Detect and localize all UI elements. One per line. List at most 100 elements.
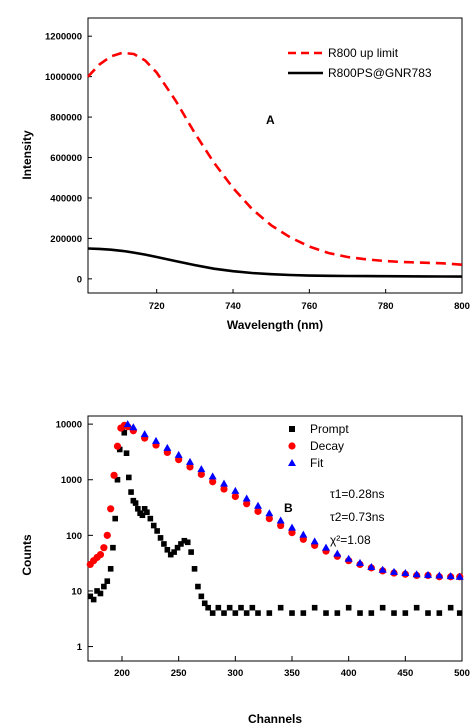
- data-point-prompt: [232, 610, 239, 616]
- data-point-decay: [100, 544, 108, 552]
- data-point-fit: [186, 457, 194, 465]
- data-point-prompt: [201, 600, 208, 607]
- panel-a-y-tick-label: 800000: [50, 113, 82, 124]
- panel-a-y-tick-label: 400000: [50, 193, 82, 204]
- data-point-prompt: [181, 537, 188, 544]
- data-point-fit: [242, 494, 251, 502]
- data-point-prompt: [184, 539, 191, 546]
- data-point-fit: [435, 571, 444, 579]
- panel-b-x-tick-label: 250: [171, 668, 187, 679]
- data-point-fit: [401, 569, 410, 577]
- panel-b-y-ticks: 1 10 100 1000 10000: [56, 420, 93, 653]
- data-point-prompt: [107, 566, 114, 572]
- data-point-prompt: [157, 535, 164, 541]
- data-point-prompt: [97, 590, 104, 597]
- data-point-prompt: [191, 566, 198, 572]
- data-point-prompt: [425, 610, 431, 616]
- panel-a-y-tick-label: 1000000: [45, 72, 82, 83]
- data-point-prompt: [334, 610, 341, 616]
- data-point-prompt: [167, 551, 174, 558]
- data-point-prompt: [123, 450, 130, 457]
- panel-b-x-axis-label: Channels: [248, 712, 302, 726]
- data-point-prompt: [226, 604, 233, 611]
- data-point-decay: [96, 551, 105, 559]
- data-point-prompt: [139, 512, 146, 519]
- data-point-prompt: [311, 604, 318, 611]
- legend-label-prompt: Prompt: [310, 422, 349, 436]
- data-point-fit: [276, 516, 285, 524]
- panel-b-label: B: [284, 501, 293, 515]
- legend-label-r800ps-gnr783: R800PS@GNR783: [328, 66, 432, 80]
- annotation-tau2: τ2=0.73ns: [330, 510, 384, 524]
- data-point-fit: [310, 537, 319, 545]
- panel-b-x-ticks: 200 250 300 350 400 450 500: [114, 656, 470, 679]
- panel-b-y-tick-label: 100: [66, 531, 82, 542]
- legend-marker-prompt: [289, 426, 295, 432]
- data-point-decay: [231, 492, 239, 501]
- data-point-prompt: [128, 489, 134, 495]
- data-point-prompt: [379, 604, 386, 611]
- panel-a-x-tick-label: 760: [301, 301, 317, 312]
- data-point-fit: [140, 430, 149, 438]
- data-point-fit: [197, 465, 206, 473]
- data-point-decay: [103, 531, 111, 539]
- panel-b-x-tick-label: 300: [227, 668, 243, 679]
- series-line-r800-up-limit: [87, 51, 463, 266]
- panel-a-x-ticks: 720 740 760 780 800: [149, 289, 470, 312]
- data-point-prompt: [116, 446, 123, 453]
- panel-a-y-tick-label: 1200000: [45, 32, 82, 43]
- data-point-decay: [288, 529, 296, 537]
- data-point-prompt: [198, 593, 205, 600]
- data-point-prompt: [357, 610, 363, 616]
- annotation-chi-squared: χ²=1.08: [330, 533, 371, 547]
- panel-a-frame: [87, 17, 463, 294]
- data-point-prompt: [178, 541, 184, 547]
- data-point-prompt: [368, 610, 375, 616]
- data-point-prompt: [456, 610, 463, 616]
- data-point-prompt: [188, 549, 194, 555]
- data-point-prompt: [90, 596, 97, 603]
- data-point-prompt: [126, 474, 132, 481]
- panel-b-y-tick-label: 1000: [61, 475, 82, 486]
- data-point-decay: [107, 505, 115, 513]
- panel-a-legend: R800 up limit R800PS@GNR783: [288, 46, 432, 80]
- panel-b-y-tick-label: 10000: [56, 420, 82, 431]
- data-point-prompt: [205, 604, 211, 611]
- panel-b-x-tick-label: 450: [397, 668, 413, 679]
- panel-b-legend: Prompt Decay Fit: [288, 422, 349, 470]
- data-point-prompt: [436, 610, 443, 616]
- data-point-prompt: [147, 515, 154, 522]
- data-point-prompt: [144, 509, 150, 516]
- data-point-fit: [129, 423, 138, 431]
- data-point-prompt: [249, 604, 256, 611]
- data-point-fit: [344, 554, 353, 562]
- data-point-prompt: [161, 541, 167, 547]
- data-point-prompt: [87, 593, 94, 600]
- panel-a-y-tick-label: 0: [77, 274, 82, 285]
- data-point-fit: [356, 558, 364, 566]
- panel-b-series: [86, 420, 464, 616]
- data-point-prompt: [104, 578, 111, 584]
- panel-b-y-tick-label: 1: [77, 642, 83, 653]
- panel-a-x-axis-label: Wavelength (nm): [227, 318, 323, 332]
- data-point-prompt: [266, 610, 273, 616]
- panel-b-fit-annotations: τ1=0.28ns τ2=0.73ns χ²=1.08: [330, 487, 384, 547]
- data-point-prompt: [300, 610, 307, 616]
- panel-b-x-tick-label: 350: [284, 668, 300, 679]
- legend-marker-decay: [288, 442, 296, 450]
- series-line-r800ps-gnr783: [87, 247, 463, 278]
- panel-a-x-tick-label: 780: [378, 301, 394, 312]
- data-point-decay: [277, 521, 285, 530]
- data-point-prompt: [174, 544, 181, 551]
- data-point-prompt: [94, 588, 100, 594]
- data-point-prompt: [215, 604, 222, 611]
- data-point-fit: [254, 501, 262, 509]
- data-point-decay: [110, 471, 118, 479]
- panel-a-series: [87, 51, 463, 278]
- series-fit: [123, 420, 464, 580]
- data-point-prompt: [413, 604, 420, 611]
- data-point-prompt: [154, 528, 160, 534]
- data-point-decay: [113, 442, 122, 450]
- data-point-fit: [220, 479, 228, 487]
- data-point-fit: [424, 570, 432, 578]
